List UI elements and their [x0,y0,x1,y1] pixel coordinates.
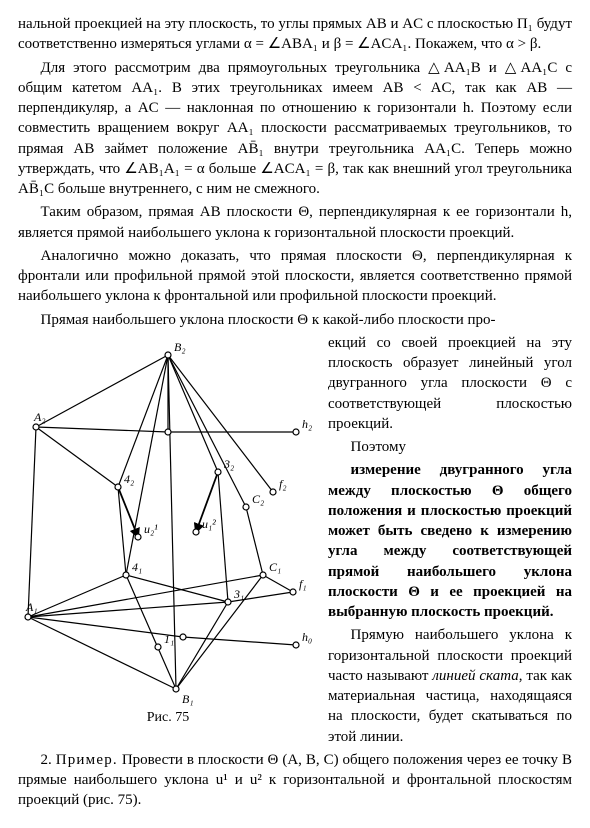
p8-a: 2. [41,752,56,768]
svg-text:A₂: A₂ [33,410,46,424]
svg-text:A₁: A₁ [25,600,38,614]
svg-text:3₁: 3₁ [233,587,244,601]
svg-text:u₂¹: u₂¹ [144,522,158,536]
svg-text:C₂: C₂ [252,492,264,506]
svg-text:B₁: B₁ [182,692,194,706]
svg-text:f₂: f₂ [279,477,287,491]
p8-b: Пример. [56,752,118,768]
paragraph-1: нальной проекцией на эту плоскость, то у… [18,14,572,55]
figure-svg: B₂ A₂ h₂ 4₂ 3₂ f₂ u₂¹ C₂ u₁² 4₁ 3₁ C₁ f₁ A₁ h₀ 1₁ B₁ [18,337,318,707]
svg-text:4₂: 4₂ [124,472,134,486]
svg-text:4₁: 4₁ [132,560,142,574]
svg-text:h₀: h₀ [302,630,312,644]
figure-caption: Рис. 75 [18,709,318,728]
paragraph-2: Для этого рассмотрим два прямоугольных т… [18,58,572,200]
svg-text:u₁²: u₁² [202,517,216,531]
svg-text:h₂: h₂ [302,417,312,431]
p7-b: линией ската [432,668,518,684]
svg-text:B₂: B₂ [174,340,186,354]
svg-text:3₂: 3₂ [223,457,234,471]
paragraph-5-lead: Прямая наибольшего уклона плоскости Θ к … [18,310,572,330]
svg-text:1₁: 1₁ [164,632,174,646]
paragraph-8: 2. Пример. Провести в плоскости Θ (A, B,… [18,750,572,811]
figure-75: B₂ A₂ h₂ 4₂ 3₂ f₂ u₂¹ C₂ u₁² 4₁ 3₁ C₁ f₁ A₁ h₀ 1₁ B₁ Рис… [18,337,318,728]
paragraph-4: Аналогично можно доказать, что прямая пл… [18,246,572,307]
svg-text:C₁: C₁ [269,560,281,574]
svg-text:f₁: f₁ [299,577,307,591]
paragraph-3: Таким образом, прямая AB плоскости Θ, пе… [18,202,572,243]
